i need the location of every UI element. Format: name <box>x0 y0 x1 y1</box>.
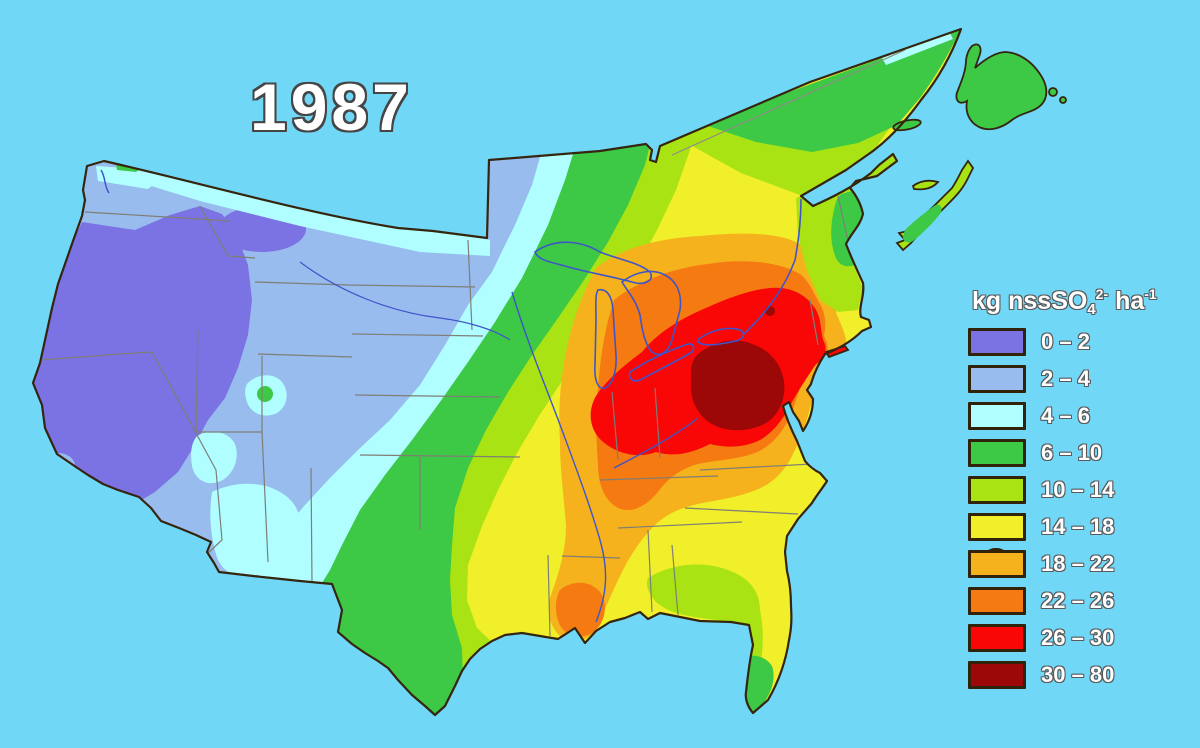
legend-label-26-30: 26 – 30 <box>1041 625 1115 650</box>
legend-row-4-6: 4 – 6 <box>968 402 1198 430</box>
band-4-6-newmexico-patch <box>210 483 301 577</box>
band-30-80-dot <box>765 306 775 316</box>
ohio-river <box>613 417 699 469</box>
legend-label-0-2: 0 – 2 <box>1041 329 1090 354</box>
lake-ontario <box>696 327 745 346</box>
nova-scotia-green-patch <box>902 204 942 243</box>
missouri-river <box>299 261 511 341</box>
legend-row-22-26: 22 – 26 <box>968 587 1198 615</box>
legend-swatch-2-4 <box>968 365 1026 393</box>
legend-title-subscript: 4 <box>1087 301 1096 318</box>
year-title: 1987 <box>250 70 413 144</box>
newfoundland-island <box>955 43 1048 131</box>
legend-title: kg nssSO42- ha-1 <box>972 286 1198 318</box>
legend-row-0-2: 0 – 2 <box>968 328 1198 356</box>
legend: kg nssSO42- ha-1 0 – 2 2 – 4 4 – 6 6 – 1… <box>968 286 1198 698</box>
coastline-outline <box>31 27 963 717</box>
legend-swatch-0-2 <box>968 328 1026 356</box>
legend-title-unit-exp: -1 <box>1144 286 1157 302</box>
legend-swatch-6-10 <box>968 439 1026 467</box>
legend-swatch-18-22 <box>968 550 1026 578</box>
lake-erie <box>628 343 695 382</box>
st-lawrence-river <box>743 198 802 335</box>
prince-edward-island <box>911 179 940 191</box>
legend-smudge-artifact <box>988 548 1004 553</box>
lake-huron <box>620 270 682 356</box>
band-30-80-hotspot <box>690 340 785 431</box>
legend-row-30-80: 30 – 80 <box>968 661 1198 689</box>
legend-label-14-18: 14 – 18 <box>1041 514 1115 539</box>
legend-swatch-14-18 <box>968 513 1026 541</box>
band-22-26-delta-patch <box>555 582 605 637</box>
labrador-border <box>671 49 906 156</box>
band-6-10-colorado-dot <box>257 386 273 402</box>
lake-michigan <box>594 288 617 389</box>
legend-swatch-4-6 <box>968 402 1026 430</box>
legend-label-18-22: 18 – 22 <box>1041 551 1115 576</box>
legend-row-2-4: 2 – 4 <box>968 365 1198 393</box>
legend-row-26-30: 26 – 30 <box>968 624 1198 652</box>
legend-label-30-80: 30 – 80 <box>1041 662 1115 687</box>
legend-label-10-14: 10 – 14 <box>1041 477 1115 502</box>
legend-title-prefix: kg nssSO <box>972 287 1088 315</box>
legend-label-4-6: 4 – 6 <box>1041 403 1090 428</box>
legend-label-6-10: 6 – 10 <box>1041 440 1103 465</box>
legend-title-unit: ha <box>1108 287 1145 315</box>
great-lakes <box>534 241 745 389</box>
mississippi-river <box>511 291 607 623</box>
band-4-6-labrador-sliver <box>882 33 953 65</box>
puget-sound-inlet <box>100 169 110 194</box>
legend-swatch-26-30 <box>968 624 1026 652</box>
legend-row-10-14: 10 – 14 <box>968 476 1198 504</box>
state-borders <box>39 195 851 637</box>
small-island-1 <box>1048 87 1058 97</box>
legend-row-14-18: 14 – 18 <box>968 513 1198 541</box>
legend-row-6-10: 6 – 10 <box>968 439 1198 467</box>
legend-swatch-30-80 <box>968 661 1026 689</box>
legend-swatch-10-14 <box>968 476 1026 504</box>
lake-superior <box>534 241 652 285</box>
legend-swatch-22-26 <box>968 587 1026 615</box>
legend-label-2-4: 2 – 4 <box>1041 366 1090 391</box>
small-island-2 <box>1059 96 1067 104</box>
legend-label-22-26: 22 – 26 <box>1041 588 1115 613</box>
legend-row-18-22: 18 – 22 <box>968 550 1198 578</box>
legend-title-superscript: 2- <box>1095 286 1109 302</box>
